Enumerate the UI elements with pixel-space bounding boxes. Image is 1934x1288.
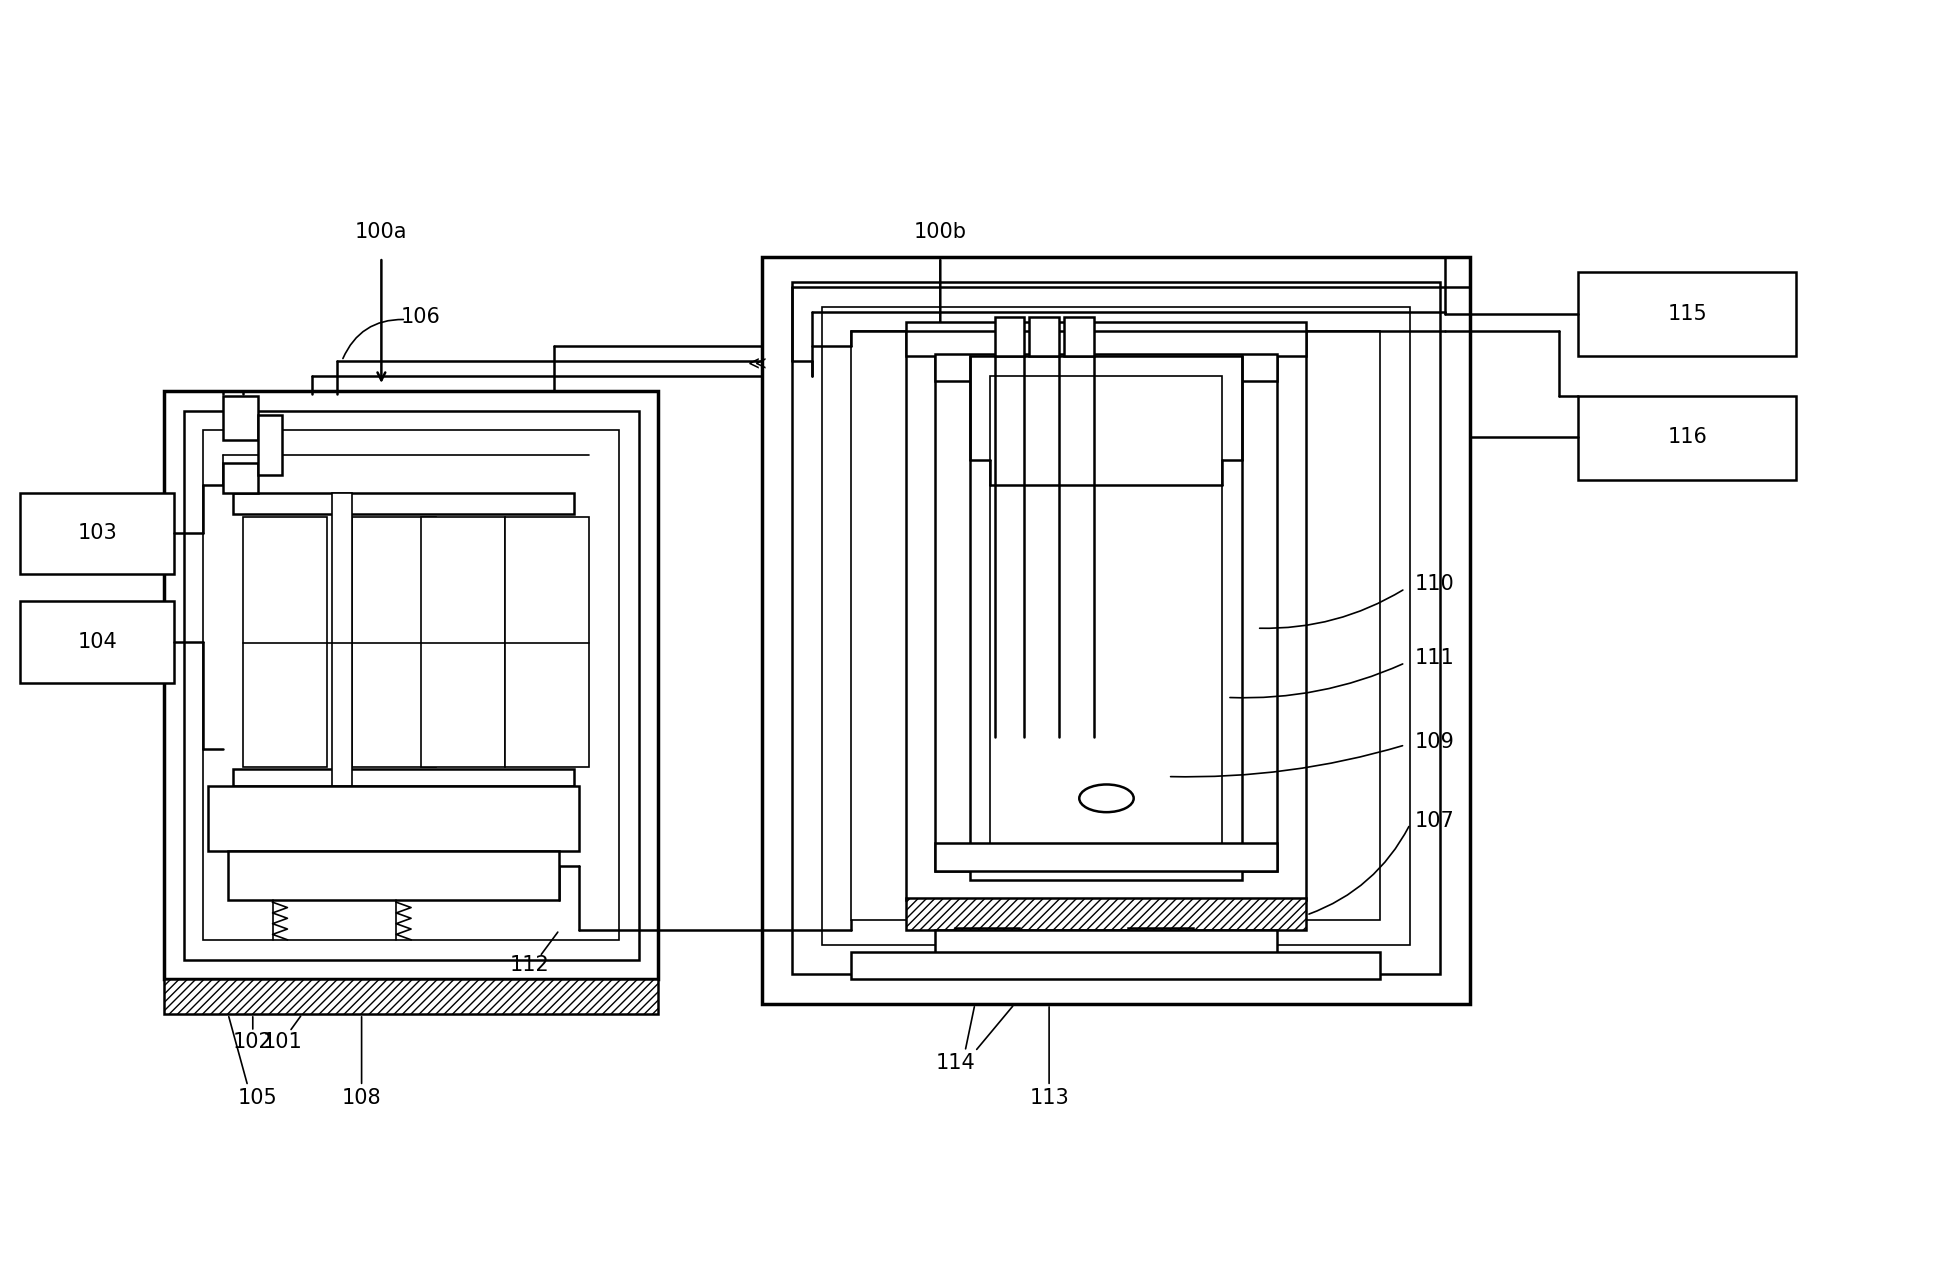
Bar xyxy=(791,282,1439,975)
Bar xyxy=(232,769,574,787)
Bar xyxy=(209,787,578,851)
Text: 115: 115 xyxy=(1667,304,1708,323)
Bar xyxy=(822,307,1410,944)
Bar xyxy=(232,492,574,514)
Text: 105: 105 xyxy=(238,1088,278,1108)
Bar xyxy=(222,395,257,440)
Text: 109: 109 xyxy=(1416,732,1454,752)
Bar xyxy=(1578,272,1797,357)
Bar xyxy=(21,492,174,573)
Bar xyxy=(164,979,658,1014)
Text: 110: 110 xyxy=(1416,573,1454,594)
Bar xyxy=(905,322,1305,900)
Bar xyxy=(994,317,1025,357)
Bar xyxy=(936,354,1276,381)
Bar xyxy=(905,331,1305,357)
Bar xyxy=(990,376,1222,860)
Bar xyxy=(184,411,638,960)
Bar xyxy=(505,518,590,766)
Bar xyxy=(203,430,619,940)
Text: 112: 112 xyxy=(511,954,549,975)
Bar xyxy=(936,930,1276,954)
Bar xyxy=(936,352,1276,871)
Bar xyxy=(352,518,435,766)
Text: 111: 111 xyxy=(1416,648,1454,668)
Bar xyxy=(851,952,1381,979)
Bar xyxy=(851,331,1381,920)
Text: 116: 116 xyxy=(1667,428,1708,447)
Text: 106: 106 xyxy=(400,307,441,327)
Bar xyxy=(1029,317,1060,357)
Text: 100b: 100b xyxy=(913,223,967,242)
Bar xyxy=(422,518,505,766)
Bar xyxy=(228,851,559,900)
Bar xyxy=(1128,927,1193,954)
Text: 101: 101 xyxy=(263,1032,302,1052)
Bar xyxy=(955,927,1019,954)
Text: 104: 104 xyxy=(77,632,118,652)
Bar xyxy=(21,601,174,683)
Bar xyxy=(905,898,1305,930)
Text: 100a: 100a xyxy=(356,223,408,242)
Ellipse shape xyxy=(1079,784,1133,813)
Bar xyxy=(222,462,257,492)
Bar xyxy=(257,416,282,475)
Text: 102: 102 xyxy=(232,1032,273,1052)
Bar xyxy=(164,390,658,979)
Bar xyxy=(333,492,352,787)
Text: 103: 103 xyxy=(77,523,118,544)
Text: 113: 113 xyxy=(1029,1088,1070,1108)
Bar xyxy=(971,357,1242,881)
Bar xyxy=(1064,317,1093,357)
Bar xyxy=(1578,395,1797,480)
Text: 107: 107 xyxy=(1416,811,1454,831)
Text: 108: 108 xyxy=(342,1088,381,1108)
Text: ≪: ≪ xyxy=(748,355,766,374)
Text: 114: 114 xyxy=(936,1054,975,1073)
Bar xyxy=(762,258,1470,1005)
Bar xyxy=(936,842,1276,871)
Bar xyxy=(244,518,327,766)
